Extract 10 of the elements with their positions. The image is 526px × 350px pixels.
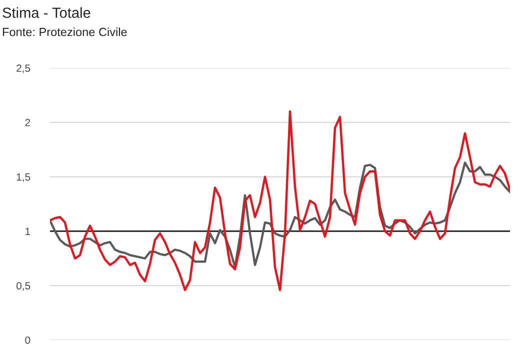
chart-title: Stima - Totale xyxy=(2,7,90,18)
y-tick-label: 2,5 xyxy=(16,64,30,74)
y-tick-label: 0,5 xyxy=(16,282,30,291)
y-tick-label: 1,5 xyxy=(16,173,30,182)
y-tick-label: 2 xyxy=(25,118,30,126)
chart-subtitle: Fonte: Protezione Civile xyxy=(2,28,127,36)
y-tick-label: 0 xyxy=(25,336,30,344)
line-series xyxy=(50,110,510,292)
line-series xyxy=(50,162,510,268)
y-tick-label: 1 xyxy=(26,228,30,235)
